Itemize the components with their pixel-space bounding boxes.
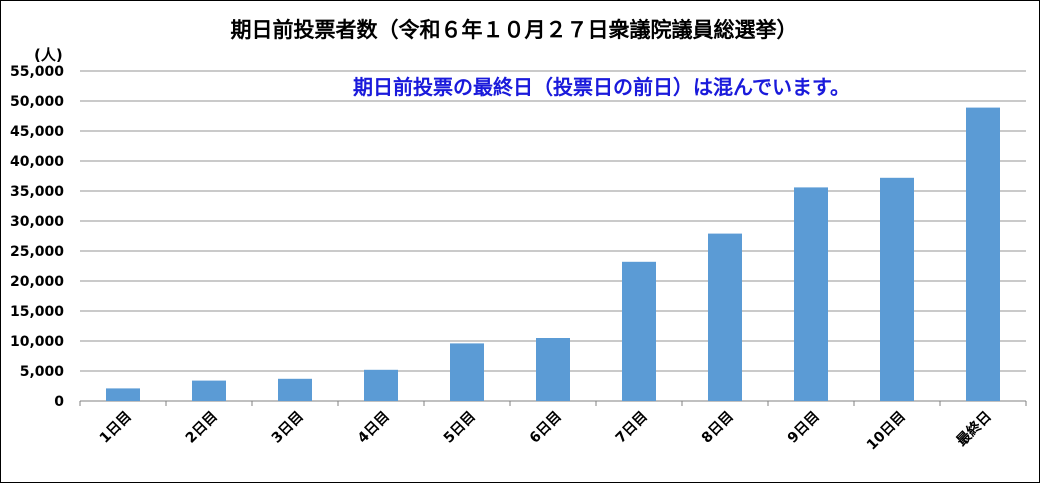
y-axis-ticks: 0 5,000 10,000 15,000 20,000 25,000 30,000 35,0… — [10, 64, 64, 410]
y-tick-label: 45,000 — [10, 124, 64, 140]
chart-annotation: 期日前投票の最終日（投票日の前日）は混んでいます。 — [353, 75, 850, 99]
y-axis-unit-label: (人) — [34, 46, 63, 64]
bar — [708, 233, 742, 401]
bar — [364, 369, 398, 401]
x-category-label: 最終日 — [953, 408, 995, 450]
y-tick-label: 30,000 — [10, 214, 64, 230]
y-tick-label: 20,000 — [10, 274, 64, 290]
bar — [278, 378, 312, 401]
x-category-label: 8日目 — [699, 409, 737, 447]
y-tick-label: 25,000 — [10, 244, 64, 260]
y-tick-label: 5,000 — [20, 364, 65, 380]
y-tick-label: 10,000 — [10, 334, 64, 350]
y-tick-label: 50,000 — [10, 94, 64, 110]
bar — [622, 261, 656, 401]
x-category-label: 6日目 — [527, 409, 565, 447]
y-tick-label: 35,000 — [10, 184, 64, 200]
x-category-label: 4日目 — [355, 409, 393, 447]
x-category-label: 10日目 — [864, 409, 909, 454]
bar — [966, 107, 1000, 401]
gridlines — [79, 70, 1027, 406]
x-axis-categories: 1日目 2日目 3日目 4日目 5日目 6日目 7日目 8日目 9日目 10日目 最終日 — [97, 408, 995, 454]
bar — [192, 380, 226, 401]
bar — [106, 388, 140, 401]
chart-title: 期日前投票者数（令和６年１０月２７日衆議院議員総選挙） — [231, 18, 798, 42]
x-category-label: 5日目 — [441, 409, 479, 447]
x-category-label: 9日目 — [785, 409, 823, 447]
x-category-label: 2日目 — [183, 409, 221, 447]
x-category-label: 3日目 — [269, 409, 307, 447]
bar — [450, 343, 484, 401]
bar — [536, 338, 570, 401]
x-category-label: 7日目 — [613, 409, 651, 447]
y-tick-label: 15,000 — [10, 304, 64, 320]
bar — [880, 177, 914, 401]
y-tick-label: 0 — [54, 394, 64, 410]
y-tick-label: 55,000 — [10, 64, 64, 80]
bars — [106, 107, 1000, 401]
y-tick-label: 40,000 — [10, 154, 64, 170]
x-category-label: 1日目 — [97, 409, 135, 447]
bar — [794, 187, 828, 401]
